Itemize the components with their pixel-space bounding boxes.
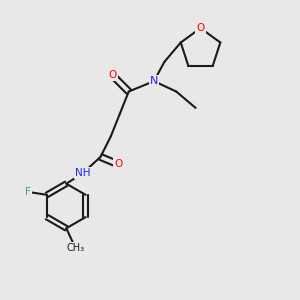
Text: F: F xyxy=(25,187,31,197)
Text: N: N xyxy=(150,76,158,86)
Text: NH: NH xyxy=(75,168,90,178)
Text: O: O xyxy=(108,70,116,80)
Text: O: O xyxy=(114,159,122,170)
Text: O: O xyxy=(196,23,205,33)
Text: CH₃: CH₃ xyxy=(66,243,84,253)
